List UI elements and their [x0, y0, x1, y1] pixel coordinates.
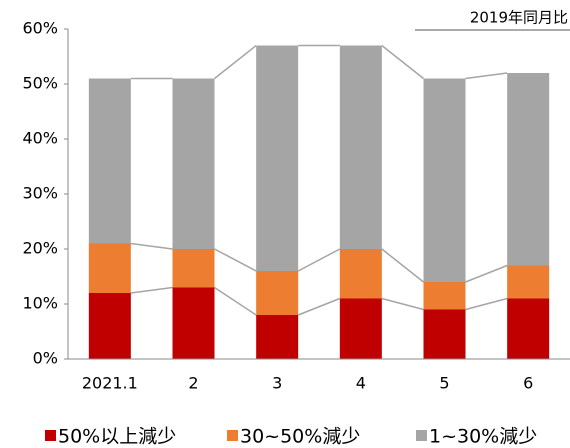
annotation: 2019年同月比 [470, 9, 568, 27]
bar [88, 243, 131, 293]
legend-swatch [45, 430, 56, 441]
series-line [130, 242, 173, 250]
series-line [214, 44, 257, 80]
legend-swatch [227, 430, 238, 441]
series-line [381, 248, 424, 283]
bar [339, 298, 382, 359]
bar [172, 287, 215, 359]
x-tick-label: 4 [356, 374, 366, 393]
bar [256, 315, 299, 359]
y-tick-label: 60% [22, 19, 58, 38]
x-tick-label: 2021.1 [82, 374, 138, 393]
bar [339, 45, 382, 249]
y-tick-label: 40% [22, 129, 58, 148]
x-tick-label: 5 [439, 374, 449, 393]
x-tick-label: 3 [272, 374, 282, 393]
bar [423, 78, 466, 282]
y-tick-label: 10% [22, 294, 58, 313]
bar [339, 249, 382, 299]
bar [172, 78, 215, 249]
y-tick-label: 50% [22, 74, 58, 93]
bar [256, 45, 299, 271]
series-line [297, 248, 341, 272]
y-tick-label: 20% [22, 239, 58, 258]
bar [172, 249, 215, 288]
series-line [214, 248, 257, 272]
series-line [381, 297, 424, 311]
bar [88, 293, 131, 359]
bar [507, 265, 550, 299]
series-line [214, 286, 257, 316]
series-line [381, 44, 424, 80]
legend-label: 50%以上減少 [58, 426, 176, 448]
bar [256, 271, 299, 315]
bar [88, 78, 131, 244]
y-tick-label: 30% [22, 184, 58, 203]
y-tick-label: 0% [33, 349, 58, 368]
series-line [465, 297, 508, 311]
bar [507, 73, 550, 266]
legend-label: 1~30%減少 [429, 426, 537, 448]
bar [423, 309, 466, 359]
legend-label: 30~50%減少 [240, 426, 360, 448]
x-tick-label: 6 [523, 374, 533, 393]
series-line [465, 72, 508, 80]
x-tick-label: 2 [188, 374, 198, 393]
series-line [130, 286, 173, 294]
series-line [297, 297, 341, 316]
series-line [465, 264, 508, 283]
legend-swatch [416, 430, 427, 441]
bar [423, 282, 466, 310]
bar [507, 298, 550, 359]
